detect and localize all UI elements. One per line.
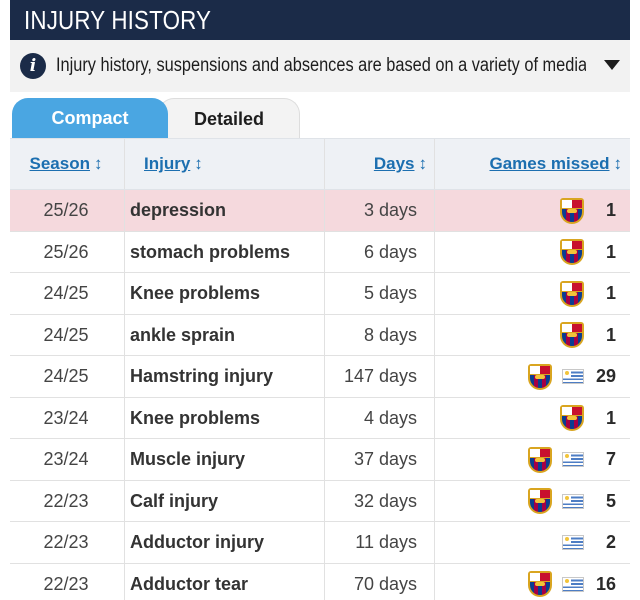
sort-icon: ↕ [93, 154, 103, 173]
table-body: 25/26 depression 3 days 1 25/26 stomach probl… [10, 190, 630, 600]
days-cell: 37 days [353, 449, 417, 469]
table-row[interactable]: 24/25 Hamstring injury 147 days 29 [10, 356, 630, 398]
injury-cell: Adductor injury [130, 532, 264, 552]
days-cell: 4 days [363, 407, 417, 428]
games-missed-count: 1 [605, 407, 616, 428]
table-row[interactable]: 22/23 Calf injury 32 days 5 [10, 480, 630, 522]
days-cell: 6 days [363, 241, 417, 262]
table-row[interactable]: 22/23 Adductor tear 70 days 16 [10, 563, 630, 600]
page-title-bar: INJURY HISTORY [10, 0, 630, 40]
info-icon: i [20, 53, 46, 79]
games-missed-count: 16 [595, 573, 616, 594]
games-missed-count: 29 [595, 366, 616, 386]
games-missed-count: 1 [605, 283, 616, 303]
injury-cell: Adductor tear [130, 573, 249, 594]
games-missed-count: 1 [605, 241, 616, 262]
season-cell: 25/26 [43, 241, 89, 262]
season-cell: 22/23 [43, 532, 89, 552]
days-cell: 3 days [363, 200, 417, 220]
games-missed-cell: 1 [560, 315, 616, 356]
info-text: Injury history, suspensions and absences… [56, 55, 586, 76]
sort-icon: ↕ [613, 154, 623, 173]
season-cell: 25/26 [43, 200, 89, 220]
uruguay-flag-icon[interactable] [562, 452, 584, 467]
season-cell: 24/25 [43, 366, 89, 386]
games-missed-count: 1 [605, 200, 616, 220]
games-missed-cell: 1 [560, 190, 616, 231]
tab-detailed[interactable]: Detailed [158, 98, 300, 138]
injury-cell: stomach problems [130, 241, 291, 262]
table-header: Season ↕ Injury ↕ Days ↕ Games missed ↕ [10, 138, 630, 190]
season-cell: 23/24 [43, 449, 89, 469]
barcelona-crest-icon[interactable] [560, 322, 584, 348]
injury-cell: Muscle injury [130, 449, 246, 469]
tab-bar: Detailed Compact [10, 92, 630, 138]
barcelona-crest-icon[interactable] [560, 197, 584, 224]
games-missed-count: 5 [605, 490, 616, 511]
season-cell: 24/25 [43, 324, 89, 345]
barcelona-crest-icon[interactable] [528, 446, 552, 473]
barcelona-crest-icon[interactable] [560, 405, 584, 431]
table-row[interactable]: 22/23 Adductor injury 11 days 2 [10, 522, 630, 564]
days-cell: 70 days [353, 573, 417, 594]
info-banner[interactable]: i Injury history, suspensions and absenc… [10, 40, 630, 92]
table-row[interactable]: 23/24 Muscle injury 37 days 7 [10, 439, 630, 481]
sort-icon: ↕ [418, 154, 428, 173]
games-missed-cell: 7 [528, 439, 616, 480]
barcelona-crest-icon[interactable] [560, 239, 584, 265]
games-missed-cell: 1 [560, 273, 616, 314]
injury-cell: depression [130, 200, 227, 220]
days-cell: 147 days [343, 366, 417, 386]
page-title: INJURY HISTORY [24, 5, 212, 35]
table-row[interactable]: 23/24 Knee problems 4 days 1 [10, 397, 630, 439]
season-cell: 23/24 [43, 407, 89, 428]
barcelona-crest-icon[interactable] [528, 363, 552, 390]
column-header-days[interactable]: Days ↕ [373, 154, 428, 173]
table-row[interactable]: 24/25 ankle sprain 8 days 1 [10, 314, 630, 356]
table-row[interactable]: 25/26 depression 3 days 1 [10, 190, 630, 232]
games-missed-cell: 5 [528, 481, 616, 522]
column-header-injury[interactable]: Injury ↕ [144, 154, 203, 173]
games-missed-cell: 29 [528, 356, 616, 397]
games-missed-cell: 16 [528, 564, 616, 600]
games-missed-count: 2 [605, 532, 616, 552]
barcelona-crest-icon[interactable] [528, 488, 552, 514]
injury-cell: Knee problems [130, 283, 261, 303]
days-cell: 32 days [353, 490, 417, 511]
injury-cell: ankle sprain [130, 324, 236, 345]
column-header-games-missed[interactable]: Games missed ↕ [489, 154, 623, 173]
column-header-season[interactable]: Season ↕ [29, 154, 103, 173]
uruguay-flag-icon[interactable] [562, 493, 584, 509]
uruguay-flag-icon[interactable] [562, 369, 584, 384]
days-cell: 5 days [363, 283, 417, 303]
table-row[interactable]: 25/26 stomach problems 6 days 1 [10, 231, 630, 273]
uruguay-flag-icon[interactable] [562, 576, 584, 592]
games-missed-count: 1 [605, 324, 616, 345]
barcelona-crest-icon[interactable] [528, 571, 552, 597]
table-row[interactable]: 24/25 Knee problems 5 days 1 [10, 273, 630, 315]
injury-cell: Hamstring injury [130, 366, 274, 386]
caret-down-icon[interactable] [604, 60, 620, 70]
season-cell: 24/25 [43, 283, 89, 303]
games-missed-cell: 2 [562, 522, 616, 563]
barcelona-crest-icon[interactable] [560, 280, 584, 307]
days-cell: 8 days [363, 324, 417, 345]
tab-compact[interactable]: Compact [12, 98, 168, 138]
injury-cell: Calf injury [130, 490, 219, 511]
games-missed-count: 7 [605, 449, 616, 469]
uruguay-flag-icon[interactable] [562, 535, 584, 550]
games-missed-cell: 1 [560, 398, 616, 439]
days-cell: 11 days [355, 532, 417, 552]
season-cell: 22/23 [43, 573, 89, 594]
sort-icon: ↕ [194, 154, 203, 173]
injury-cell: Knee problems [130, 407, 261, 428]
season-cell: 22/23 [43, 490, 89, 511]
games-missed-cell: 1 [560, 232, 616, 273]
injury-table: Season ↕ Injury ↕ Days ↕ Games missed ↕ 25/2… [10, 138, 630, 600]
